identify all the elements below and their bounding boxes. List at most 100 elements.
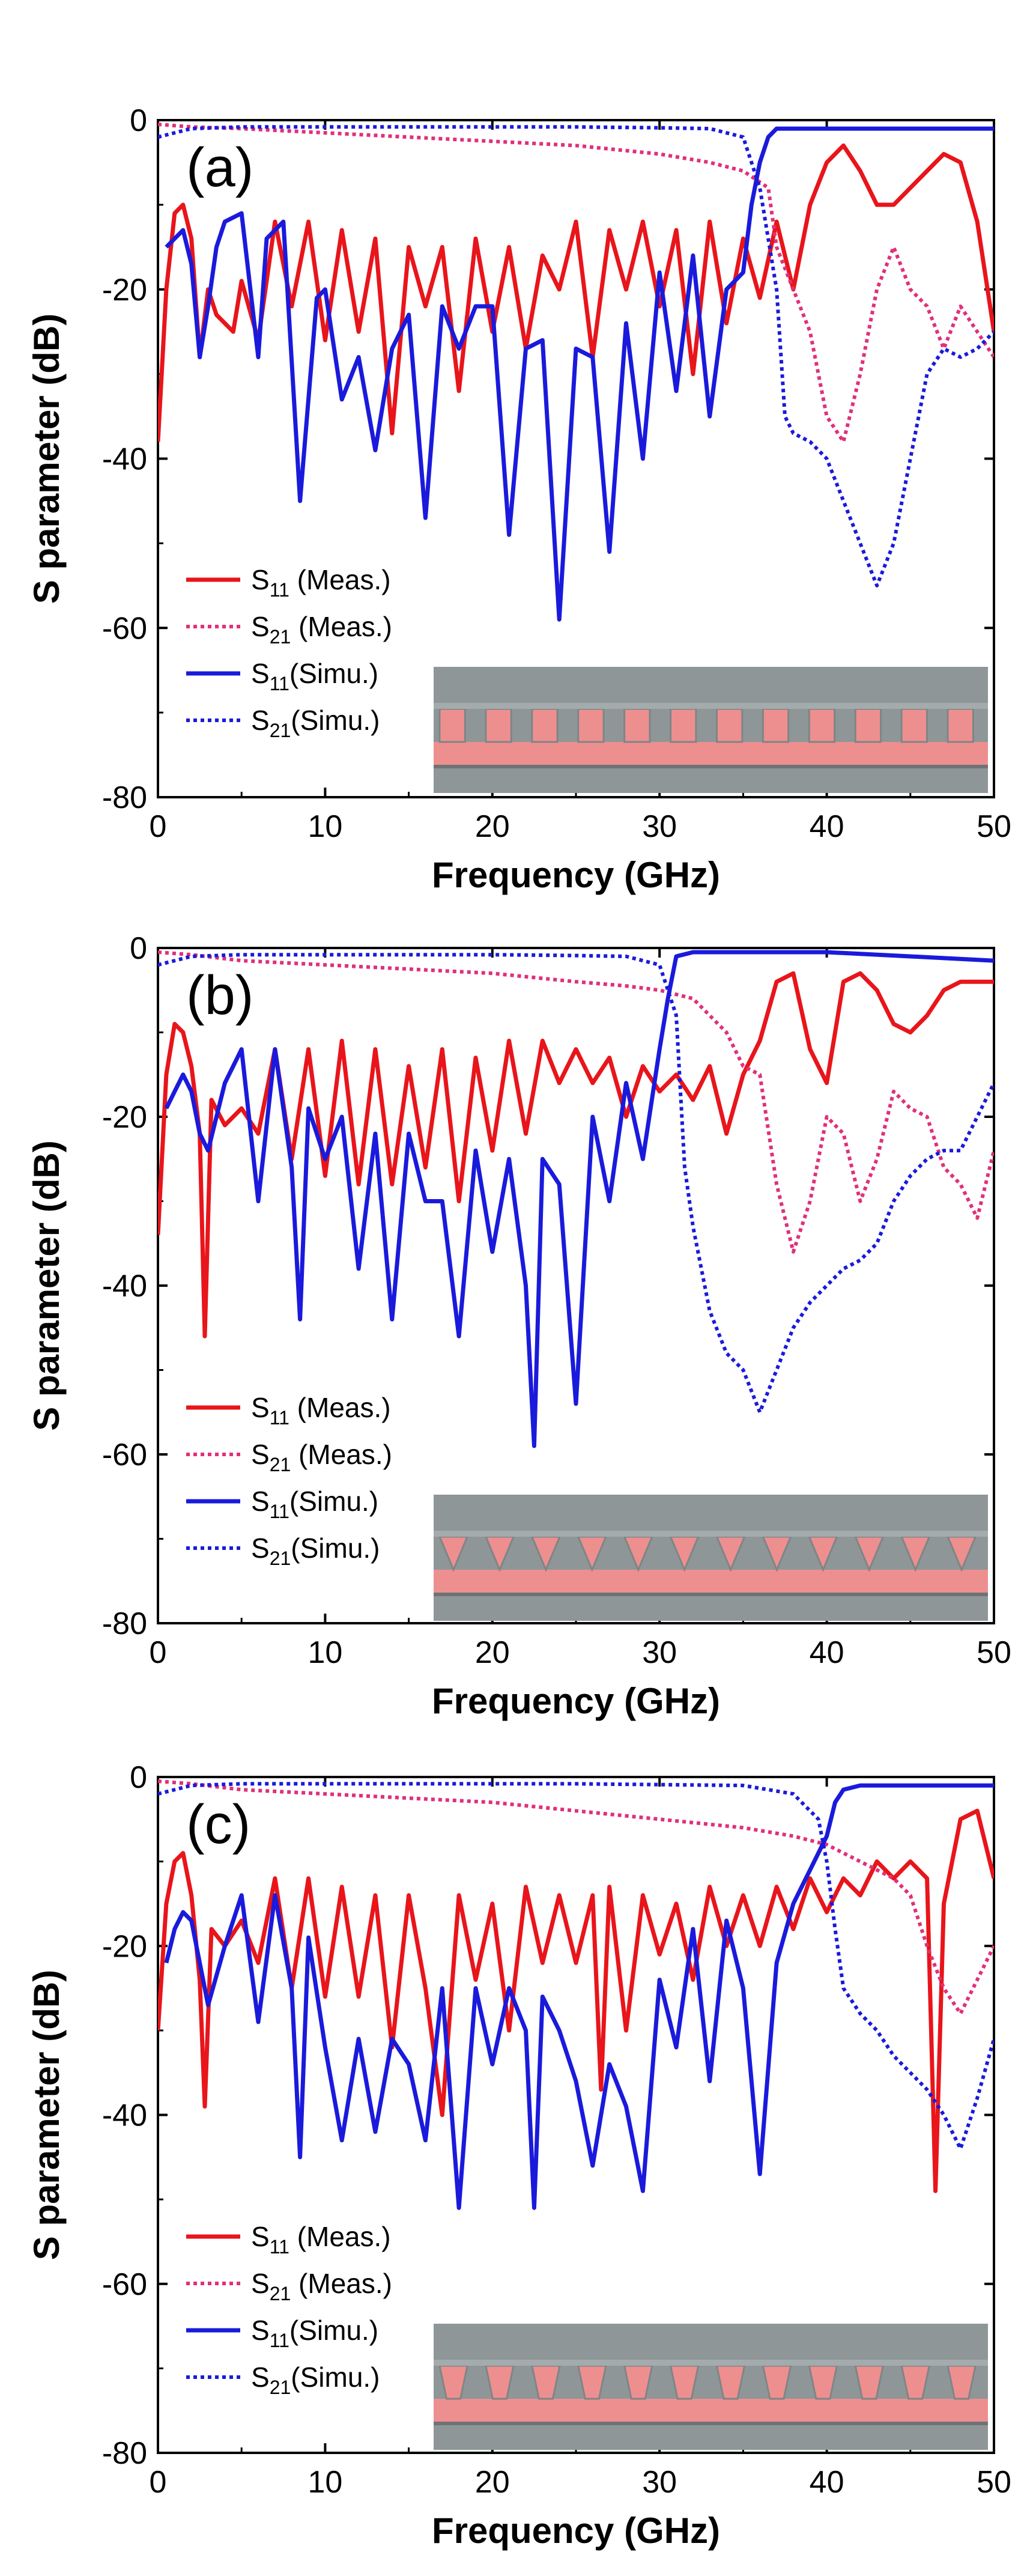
x-tick-label: 0 [150,2465,167,2500]
series-line-s11-simu [164,1783,994,2210]
inset-conductor [434,1570,988,1593]
x-tick-label: 50 [977,809,1011,844]
inset-stub [531,708,559,743]
chart-panel-1: 0 10 20 30 40 50 0 -20 -40 -60 -80 Frequency (GHz) S… [26,103,1011,895]
series-line-s21-simu [158,953,994,1414]
x-tick-label: 40 [810,1635,844,1670]
legend-label: S21(Simu.) [251,2362,380,2398]
x-tick-label: 40 [810,2465,844,2500]
y-axis-title: S parameter (dB) [26,1140,67,1430]
inset-micrograph [434,1495,988,1621]
inset-background [434,2324,988,2450]
inset-stub-edge [434,1531,988,1537]
inset-stub [716,708,744,743]
y-tick-label: -20 [102,1100,147,1135]
y-tick-label: 0 [130,931,147,966]
x-tick-label: 30 [642,2465,677,2500]
y-tick-label: 0 [130,1760,147,1795]
y-axis-title: S parameter (dB) [26,314,67,604]
legend-label: S21 (Meas.) [251,611,392,648]
inset-edge [434,765,988,768]
inset-stub [485,708,512,743]
y-tick-label: -20 [102,273,147,308]
x-tick-label: 30 [642,1635,677,1670]
legend-label: S21 (Meas.) [251,2268,392,2304]
inset-micrograph [434,667,988,793]
x-tick-label: 0 [150,1635,167,1670]
legend-label: S11(Simu.) [251,1486,378,1522]
x-tick-label: 0 [150,809,167,844]
chart-panel-3: 0 10 20 30 40 50 0 -20 -40 -60 -80 Frequency (GHz) S… [26,1760,1011,2551]
x-tick-label: 50 [977,1635,1011,1670]
y-tick-label: -60 [102,1438,147,1472]
series-line-s11-simu [164,950,994,1448]
series-line-s21-simu [158,1782,994,2151]
panel-label: (b) [186,965,253,1026]
y-tick-label: -80 [102,1606,147,1641]
x-axis-title: Frequency (GHz) [432,1681,720,1721]
legend-label: S11 (Meas.) [251,564,391,601]
y-tick-label: -40 [102,1269,147,1304]
x-tick-label: 20 [475,2465,510,2500]
legend: S11 (Meas.) S21 (Meas.) S11(Simu.) S21(Simu… [186,564,392,741]
inset-stub [577,708,605,743]
series-line-s21-simu [158,125,994,588]
inset-stub [947,708,974,743]
legend: S11 (Meas.) S21 (Meas.) S11(Simu.) S21(Simu… [186,2221,392,2398]
chart-panel-2: 0 10 20 30 40 50 0 -20 -40 -60 -80 Frequency (GHz) S… [26,931,1011,1721]
series-line-s21-meas [158,123,994,444]
y-tick-label: -80 [102,780,147,815]
x-tick-label: 10 [307,809,342,844]
inset-stub [438,708,466,743]
inset-stub-edge [434,703,988,709]
legend-label: S11(Simu.) [251,2315,378,2351]
legend-label: S11 (Meas.) [251,1392,391,1429]
inset-stub [808,708,836,743]
legend-label: S21 (Meas.) [251,1439,392,1475]
series-line-s11-simu [165,126,994,622]
panel-label: (a) [186,137,253,198]
x-tick-label: 30 [642,809,677,844]
inset-conductor [434,742,988,765]
legend-label: S11 (Meas.) [251,2221,391,2258]
inset-stub [900,708,928,743]
series-line-s11-meas [158,1808,994,2193]
x-axis-title: Frequency (GHz) [432,855,720,895]
legend-label: S21(Simu.) [251,1533,380,1569]
inset-edge [434,2422,988,2425]
y-tick-label: -60 [102,2267,147,2302]
inset-stub [762,708,790,743]
y-tick-label: -60 [102,611,147,646]
series-line-s11-meas [158,143,994,442]
inset-micrograph [434,2324,988,2450]
series-line-s11-meas [158,971,994,1338]
series-line-s21-meas [158,950,994,1254]
y-tick-label: -80 [102,2436,147,2471]
series-line-s21-meas [158,1779,994,2016]
x-tick-label: 50 [977,2465,1011,2500]
inset-stub [623,708,651,743]
x-tick-label: 10 [307,1635,342,1670]
x-tick-label: 40 [810,809,844,844]
inset-edge [434,1593,988,1596]
y-tick-label: -40 [102,2098,147,2133]
inset-stub [854,708,882,743]
y-tick-label: 0 [130,103,147,138]
x-tick-label: 20 [475,809,510,844]
legend: S11 (Meas.) S21 (Meas.) S11(Simu.) S21(Simu… [186,1392,392,1569]
panel-label: (c) [186,1794,250,1855]
inset-stub-edge [434,2360,988,2366]
y-axis-title: S parameter (dB) [26,1970,67,2260]
legend-label: S11(Simu.) [251,658,378,694]
inset-stub [670,708,697,743]
x-tick-label: 20 [475,1635,510,1670]
legend-label: S21(Simu.) [251,705,380,741]
x-axis-title: Frequency (GHz) [432,2511,720,2551]
y-tick-label: -20 [102,1929,147,1964]
inset-background [434,667,988,793]
inset-conductor [434,2399,988,2422]
x-tick-label: 10 [307,2465,342,2500]
inset-background [434,1495,988,1621]
y-tick-label: -40 [102,442,147,477]
